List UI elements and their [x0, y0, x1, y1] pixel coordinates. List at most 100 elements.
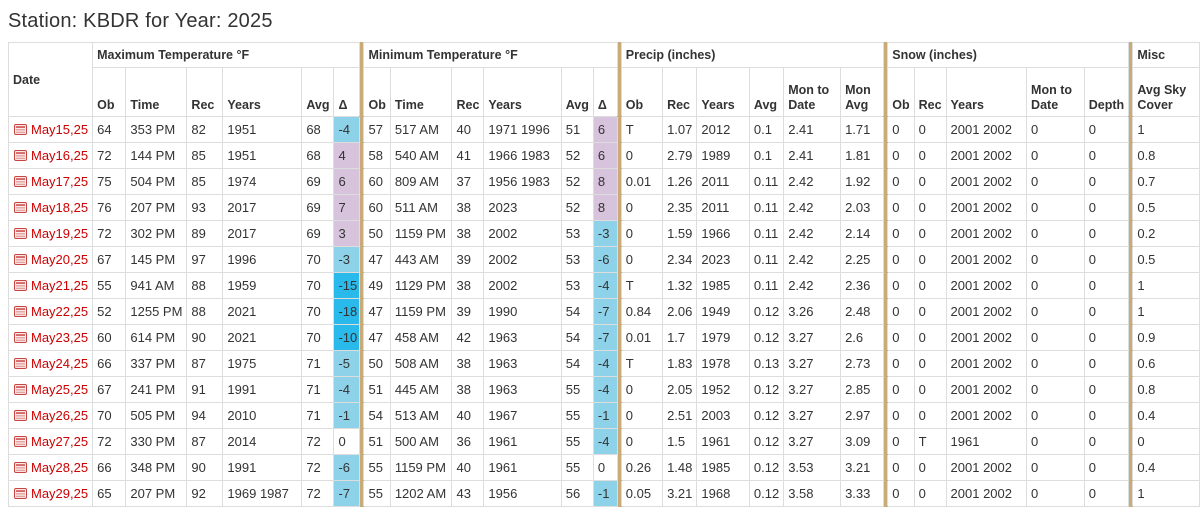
max-years-cell: 2021	[222, 324, 303, 351]
min-avg-cell: 55	[560, 454, 594, 481]
snow-depth-cell: 0	[1083, 428, 1130, 455]
precip-years-cell: 2012	[696, 116, 750, 143]
max-years-cell: 1969 1987	[222, 480, 303, 507]
snow-years-cell: 1961	[945, 428, 1028, 455]
table-row: May16,25 72 144 PM 85 1951 68 4 58 540 AM 41 1966 …	[7, 142, 1200, 169]
precip-ob-cell: 0.84	[620, 298, 664, 325]
date-cell: May15,25	[7, 116, 94, 143]
min-avg-cell: 54	[560, 324, 594, 351]
misc-avg-sky-cover-cell: 0.5	[1132, 246, 1200, 273]
precip-avg-cell: 0.12	[748, 298, 785, 325]
date-link[interactable]: May28,25	[31, 460, 89, 475]
snow-depth-cell: 0	[1083, 220, 1130, 247]
precip-mon-avg-cell: 2.97	[840, 402, 885, 429]
min-delta-cell: -1	[592, 402, 618, 429]
column-header-snow-mon-to-date: Mon to Date	[1026, 67, 1085, 117]
snow-ob-cell: 0	[887, 142, 915, 169]
precip-mon-avg-cell: 2.25	[840, 246, 885, 273]
misc-avg-sky-cover-cell: 0.2	[1132, 220, 1200, 247]
precip-years-cell: 1949	[696, 298, 750, 325]
min-avg-cell: 54	[560, 350, 594, 377]
min-time-cell: 1159 PM	[389, 454, 453, 481]
min-years-cell: 2002	[483, 220, 562, 247]
min-delta-cell: -4	[592, 428, 618, 455]
calendar-icon	[14, 332, 27, 343]
min-ob-cell: 54	[363, 402, 391, 429]
snow-mon-to-date-cell: 0	[1026, 220, 1085, 247]
calendar-icon	[14, 384, 27, 395]
date-link[interactable]: May24,25	[31, 356, 89, 371]
date-link[interactable]: May22,25	[31, 304, 89, 319]
precip-mon-to-date-cell: 2.42	[783, 220, 842, 247]
precip-mon-to-date-cell: 3.27	[783, 428, 842, 455]
group-header-row: Date Maximum Temperature °F Minimum Temp…	[7, 42, 1200, 117]
misc-avg-sky-cover-cell: 0.8	[1132, 142, 1200, 169]
date-link[interactable]: May29,25	[31, 486, 89, 501]
max-avg-cell: 72	[301, 428, 335, 455]
date-link[interactable]: May18,25	[31, 200, 89, 215]
precip-years-cell: 1979	[696, 324, 750, 351]
precip-ob-cell: T	[620, 116, 664, 143]
precip-avg-cell: 0.12	[748, 480, 785, 507]
max-rec-cell: 91	[186, 376, 224, 403]
max-delta-cell: 0	[333, 428, 361, 455]
table-row: May25,25 67 241 PM 91 1991 71 -4 51 445 AM 38 1963…	[7, 376, 1200, 403]
max-delta-cell: -3	[333, 246, 361, 273]
column-header-misc-avg-sky-cover: Avg Sky Cover	[1132, 67, 1200, 117]
snow-depth-cell: 0	[1083, 194, 1130, 221]
min-time-cell: 508 AM	[389, 350, 453, 377]
snow-depth-cell: 0	[1083, 480, 1130, 507]
snow-years-cell: 2001 2002	[945, 246, 1028, 273]
snow-years-cell: 2001 2002	[945, 324, 1028, 351]
column-header-min-temp-years: Years	[483, 67, 562, 117]
precip-ob-cell: 0.26	[620, 454, 664, 481]
misc-avg-sky-cover-cell: 0.4	[1132, 402, 1200, 429]
date-link[interactable]: May19,25	[31, 226, 89, 241]
date-link[interactable]: May27,25	[31, 434, 89, 449]
date-cell: May20,25	[7, 246, 94, 273]
date-link[interactable]: May21,25	[31, 278, 89, 293]
date-link[interactable]: May20,25	[31, 252, 89, 267]
max-rec-cell: 94	[186, 402, 224, 429]
min-avg-cell: 52	[560, 168, 594, 195]
max-ob-cell: 66	[92, 350, 127, 377]
min-avg-cell: 56	[560, 480, 594, 507]
calendar-icon	[14, 124, 27, 135]
date-link[interactable]: May15,25	[31, 122, 89, 137]
table-row: May29,25 65 207 PM 92 1969 1987 72 -7 55 1202 AM…	[7, 480, 1200, 507]
min-delta-cell: -4	[592, 272, 618, 299]
precip-mon-to-date-cell: 2.41	[783, 116, 842, 143]
snow-ob-cell: 0	[887, 168, 915, 195]
min-years-cell: 1971 1996	[483, 116, 562, 143]
min-avg-cell: 55	[560, 428, 594, 455]
precip-years-cell: 1985	[696, 272, 750, 299]
min-time-cell: 445 AM	[389, 376, 453, 403]
min-years-cell: 2002	[483, 246, 562, 273]
max-time-cell: 941 AM	[125, 272, 188, 299]
precip-avg-cell: 0.11	[748, 272, 785, 299]
min-delta-cell: -4	[592, 350, 618, 377]
snow-years-cell: 2001 2002	[945, 402, 1028, 429]
date-cell: May27,25	[7, 428, 94, 455]
climate-records-table: Date Maximum Temperature °F Minimum Temp…	[7, 42, 1200, 507]
precip-rec-cell: 2.06	[662, 298, 698, 325]
min-avg-cell: 51	[560, 116, 594, 143]
precip-mon-to-date-cell: 3.27	[783, 324, 842, 351]
date-link[interactable]: May23,25	[31, 330, 89, 345]
date-link[interactable]: May26,25	[31, 408, 89, 423]
date-link[interactable]: May16,25	[31, 148, 89, 163]
snow-ob-cell: 0	[887, 350, 915, 377]
snow-years-cell: 2001 2002	[945, 350, 1028, 377]
precip-mon-to-date-cell: 3.53	[783, 454, 842, 481]
min-rec-cell: 38	[451, 220, 485, 247]
date-link[interactable]: May25,25	[31, 382, 89, 397]
column-header-min-temp-ob: Ob	[363, 67, 391, 117]
min-time-cell: 517 AM	[389, 116, 453, 143]
column-header-precip-mon-avg: Mon Avg	[840, 67, 885, 117]
max-years-cell: 1974	[222, 168, 303, 195]
precip-avg-cell: 0.12	[748, 402, 785, 429]
group-header-min-temperature: Minimum Temperature °F	[363, 42, 618, 68]
min-avg-cell: 53	[560, 272, 594, 299]
date-link[interactable]: May17,25	[31, 174, 89, 189]
table-row: May18,25 76 207 PM 93 2017 69 7 60 511 AM 38 2023 5…	[7, 194, 1200, 221]
